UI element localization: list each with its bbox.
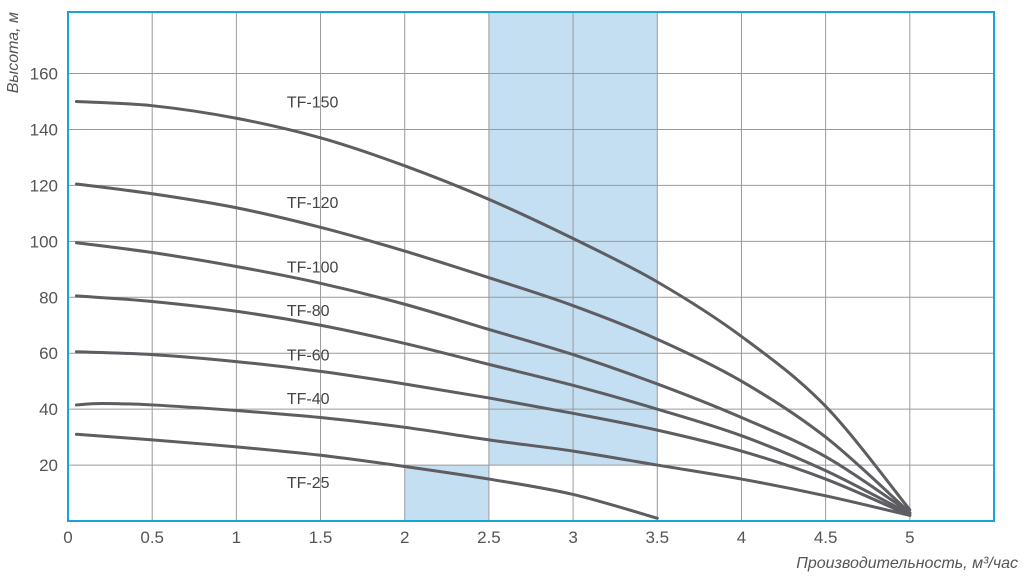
x-tick-label: 2.5 — [477, 528, 501, 547]
x-tick-label: 3 — [568, 528, 577, 547]
series-label-tf-150: TF-150 — [287, 94, 339, 111]
y-tick-label: 60 — [39, 344, 58, 363]
series-label-tf-80: TF-80 — [287, 303, 330, 320]
curve-tf-40 — [74, 402, 912, 517]
y-axis-label: Высота, м — [5, 12, 22, 93]
y-tick-label: 100 — [30, 232, 58, 251]
x-axis-label: Производительность, м³/час — [796, 555, 1018, 572]
x-tick-label: 4 — [737, 528, 746, 547]
series-label-tf-25: TF-25 — [287, 475, 330, 492]
curve-tf-80 — [74, 294, 912, 516]
series-label-tf-40: TF-40 — [287, 391, 330, 408]
x-tick-label: 5 — [905, 528, 914, 547]
curve-tf-100 — [74, 241, 912, 515]
curve-tf-120 — [74, 182, 912, 515]
shaded-region-1 — [404, 465, 489, 521]
y-tick-labels: 20 40 60 80 100 120 140 160 — [30, 65, 58, 476]
x-tick-label: 4.5 — [814, 528, 838, 547]
x-tick-label: 0 — [63, 528, 72, 547]
y-tick-label: 40 — [39, 400, 58, 419]
y-tick-label: 120 — [30, 176, 58, 195]
y-tick-label: 160 — [30, 65, 58, 84]
series-label-tf-120: TF-120 — [287, 195, 339, 212]
series-label-tf-60: TF-60 — [287, 348, 330, 365]
curves — [74, 99, 912, 520]
series-labels: TF-150 TF-120 TF-100 TF-80 TF-60 TF-40 TF-25 — [287, 94, 339, 491]
y-tick-label: 80 — [39, 288, 58, 307]
x-tick-labels: 0 0.5 1 1.5 2 2.5 3 3.5 4 4.5 5 — [63, 528, 914, 547]
x-tick-label: 3.5 — [645, 528, 669, 547]
x-tick-label: 1 — [232, 528, 241, 547]
curve-tf-150 — [74, 99, 912, 512]
y-tick-label: 20 — [39, 456, 58, 475]
plot-frame — [67, 11, 995, 522]
curve-tf-60 — [74, 350, 912, 517]
y-tick-label: 140 — [30, 120, 58, 139]
curve-tf-25 — [74, 432, 659, 520]
series-label-tf-100: TF-100 — [287, 260, 339, 277]
x-tick-label: 2 — [400, 528, 409, 547]
x-tick-label: 0.5 — [140, 528, 164, 547]
x-tick-label: 1.5 — [309, 528, 333, 547]
